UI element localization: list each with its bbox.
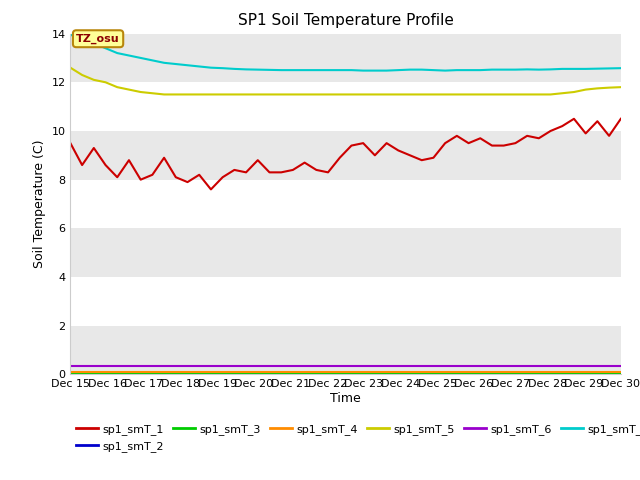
Legend: sp1_smT_1, sp1_smT_2, sp1_smT_3, sp1_smT_4, sp1_smT_5, sp1_smT_6, sp1_smT_7: sp1_smT_1, sp1_smT_2, sp1_smT_3, sp1_smT… [76, 424, 640, 452]
Y-axis label: Soil Temperature (C): Soil Temperature (C) [33, 140, 46, 268]
Text: TZ_osu: TZ_osu [76, 34, 120, 44]
X-axis label: Time: Time [330, 392, 361, 405]
Title: SP1 Soil Temperature Profile: SP1 Soil Temperature Profile [237, 13, 454, 28]
Bar [70, 34, 621, 82]
Bar [70, 326, 621, 374]
Bar [70, 131, 621, 180]
Bar [70, 228, 621, 277]
